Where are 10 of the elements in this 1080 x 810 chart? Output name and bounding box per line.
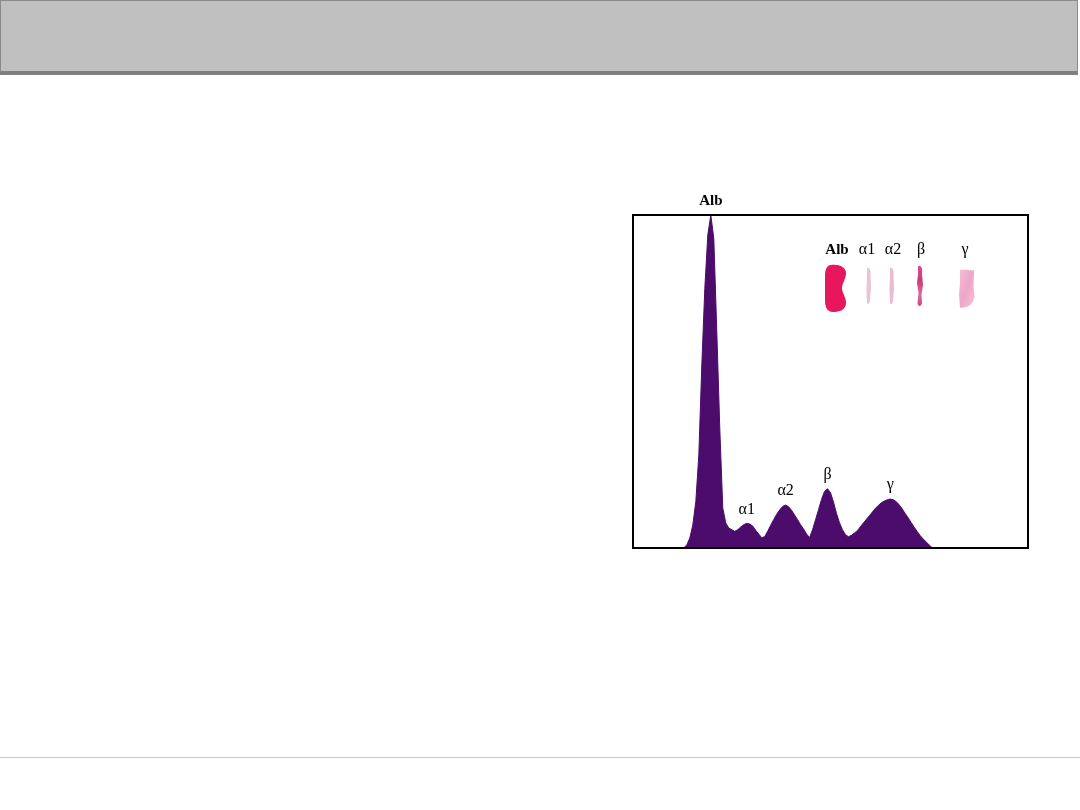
annotation: β <box>916 240 926 259</box>
annotation: Alb <box>825 240 849 257</box>
annotation: Alb <box>699 192 723 209</box>
annotation: β <box>823 464 832 483</box>
annotation: γ <box>960 240 969 259</box>
annotation: α2 <box>884 240 902 258</box>
annotation: α1 <box>858 240 876 258</box>
annotation: γ <box>885 475 894 494</box>
annotation: α2 <box>777 481 794 499</box>
annotation: α1 <box>738 499 755 517</box>
